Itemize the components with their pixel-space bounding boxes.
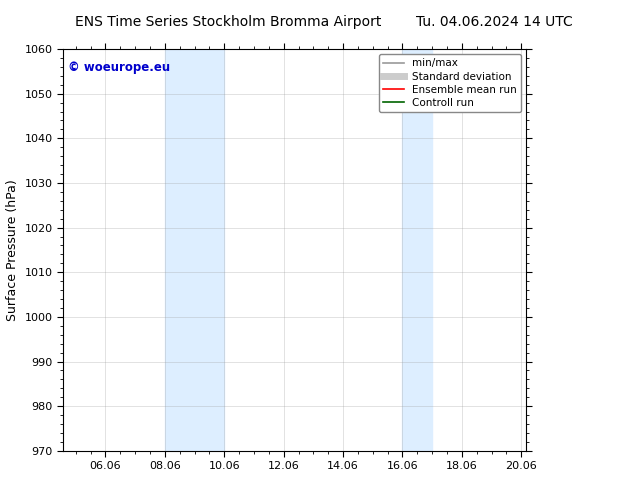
Bar	[403, 49, 432, 451]
Bar	[165, 49, 224, 451]
Text: ENS Time Series Stockholm Bromma Airport: ENS Time Series Stockholm Bromma Airport	[75, 15, 382, 29]
Text: © woeurope.eu: © woeurope.eu	[68, 61, 170, 74]
Text: Tu. 04.06.2024 14 UTC: Tu. 04.06.2024 14 UTC	[416, 15, 573, 29]
Legend: min/max, Standard deviation, Ensemble mean run, Controll run: min/max, Standard deviation, Ensemble me…	[378, 54, 521, 112]
Y-axis label: Surface Pressure (hPa): Surface Pressure (hPa)	[6, 179, 19, 321]
